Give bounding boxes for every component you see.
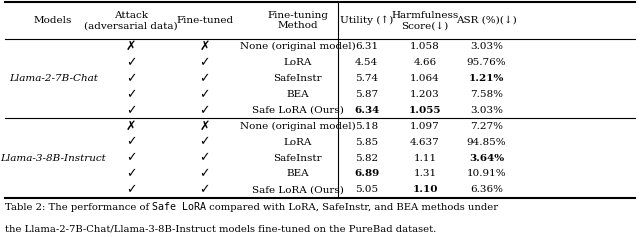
Text: Table 2: The performance of: Table 2: The performance of [5,203,152,212]
Text: 1.058: 1.058 [410,42,440,51]
Text: compared with LoRA, SafeInstr, and BEA methods under: compared with LoRA, SafeInstr, and BEA m… [207,203,499,212]
Text: ✓: ✓ [126,183,136,196]
Text: ✓: ✓ [200,88,210,101]
Text: ✗: ✗ [200,40,210,53]
Text: SafeInstr: SafeInstr [273,74,322,83]
Text: ✗: ✗ [126,40,136,53]
Text: ✓: ✓ [126,152,136,164]
Text: Attack
(adversarial data): Attack (adversarial data) [84,11,178,30]
Text: 95.76%: 95.76% [467,58,506,67]
Text: 3.03%: 3.03% [470,42,503,51]
Text: 7.58%: 7.58% [470,90,503,99]
Text: ✓: ✓ [126,136,136,149]
Text: BEA: BEA [286,169,309,178]
Text: 4.637: 4.637 [410,138,440,147]
Text: ASR (%)(↓): ASR (%)(↓) [456,16,516,25]
Text: 5.87: 5.87 [355,90,378,99]
Text: ✓: ✓ [200,136,210,149]
Text: ✓: ✓ [126,88,136,101]
Text: 5.85: 5.85 [355,138,378,147]
Text: None (original model): None (original model) [240,122,355,131]
Text: 4.54: 4.54 [355,58,378,67]
Text: 94.85%: 94.85% [467,138,506,147]
Text: Llama-3-8B-Instruct: Llama-3-8B-Instruct [0,154,106,163]
Text: 6.31: 6.31 [355,42,378,51]
Text: 5.82: 5.82 [355,154,378,163]
Text: 1.097: 1.097 [410,122,440,131]
Text: 7.27%: 7.27% [470,122,503,131]
Text: 5.18: 5.18 [355,122,378,131]
Text: LoRA: LoRA [284,58,312,67]
Text: 6.89: 6.89 [354,169,380,178]
Text: Models: Models [34,16,72,25]
Text: Fine-tuning
Method: Fine-tuning Method [267,11,328,30]
Text: Llama-2-7B-Chat: Llama-2-7B-Chat [9,74,97,83]
Text: Utility (↑): Utility (↑) [340,16,394,25]
Text: 1.064: 1.064 [410,74,440,83]
Text: Safe LoRA: Safe LoRA [152,202,207,212]
Text: Safe LoRA (Ours): Safe LoRA (Ours) [252,185,344,194]
Text: ✓: ✓ [126,104,136,117]
Text: ✓: ✓ [200,183,210,196]
Text: ✗: ✗ [126,120,136,133]
Text: ✓: ✓ [200,152,210,164]
Text: Safe LoRA (Ours): Safe LoRA (Ours) [252,106,344,115]
Text: LoRA: LoRA [284,138,312,147]
Text: 1.055: 1.055 [409,106,441,115]
Text: 5.74: 5.74 [355,74,378,83]
Text: ✗: ✗ [200,120,210,133]
Text: the Llama-2-7B-Chat/Llama-3-8B-Instruct models fine-tuned on the PureBad dataset: the Llama-2-7B-Chat/Llama-3-8B-Instruct … [5,224,436,233]
Text: 5.05: 5.05 [355,185,378,194]
Text: ✓: ✓ [126,72,136,85]
Text: 3.64%: 3.64% [469,154,504,163]
Text: Harmfulness
Score(↓): Harmfulness Score(↓) [391,11,459,30]
Text: ✓: ✓ [200,72,210,85]
Text: 1.203: 1.203 [410,90,440,99]
Text: 10.91%: 10.91% [467,169,506,178]
Text: ✓: ✓ [200,56,210,69]
Text: 6.36%: 6.36% [470,185,503,194]
Text: 4.66: 4.66 [413,58,436,67]
Text: Fine-tuned: Fine-tuned [176,16,234,25]
Text: ✓: ✓ [126,56,136,69]
Text: ✓: ✓ [126,168,136,181]
Text: 1.31: 1.31 [413,169,436,178]
Text: 3.03%: 3.03% [470,106,503,115]
Text: 1.21%: 1.21% [468,74,504,83]
Text: SafeInstr: SafeInstr [273,154,322,163]
Text: 6.34: 6.34 [354,106,380,115]
Text: 1.10: 1.10 [412,185,438,194]
Text: ✓: ✓ [200,168,210,181]
Text: ✓: ✓ [200,104,210,117]
Text: None (original model): None (original model) [240,42,355,51]
Text: 1.11: 1.11 [413,154,436,163]
Text: BEA: BEA [286,90,309,99]
